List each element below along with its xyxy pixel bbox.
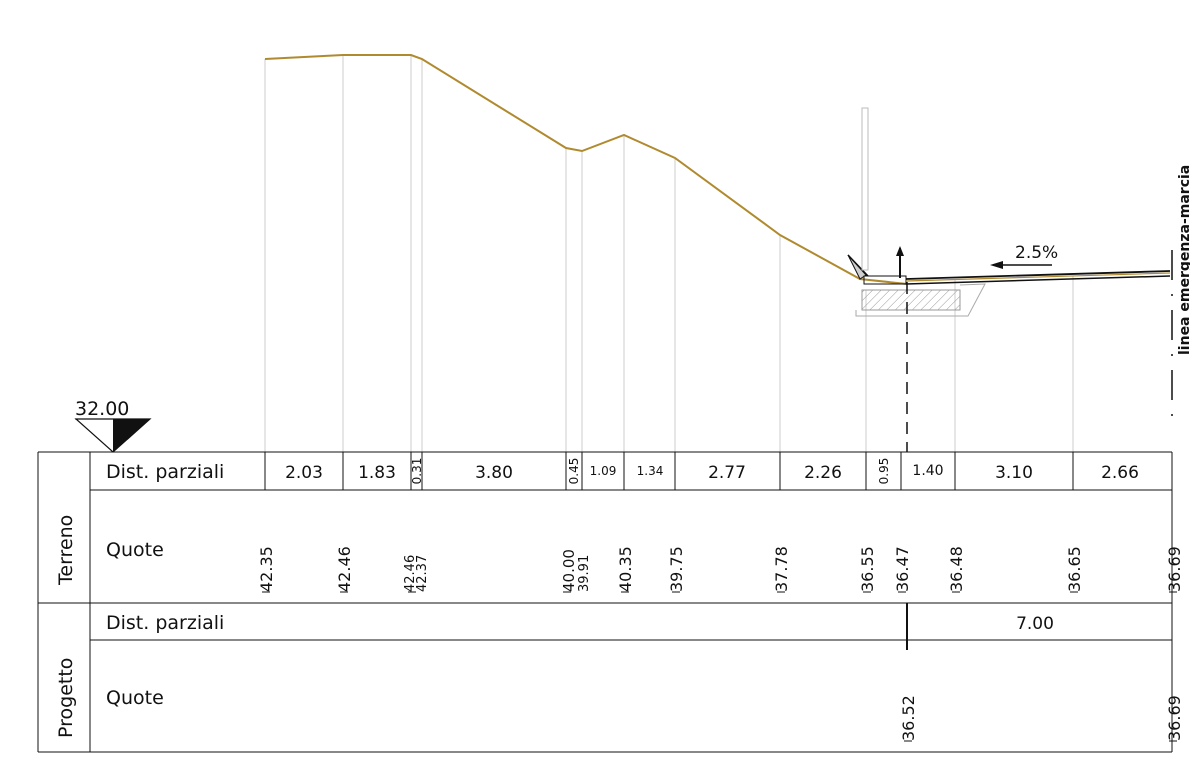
datum-marker: 32.00 — [74, 398, 152, 453]
quote-cell: 40.35 — [616, 546, 635, 592]
slope-arrow-icon — [990, 261, 1003, 269]
section-terreno-label: Terreno — [55, 515, 77, 586]
dist-cell: 2.26 — [804, 463, 842, 483]
terreno-dist-values: 2.03 1.83 0.31 3.80 0.45 1.09 1.34 2.77 … — [285, 458, 1139, 485]
quote-cell: 36.47 — [893, 546, 912, 592]
progetto-dist-label: Dist. parziali — [106, 612, 224, 634]
dist-cell: 0.45 — [567, 458, 581, 485]
dist-cell: 3.10 — [995, 463, 1033, 483]
terreno-quote-label: Quote — [106, 539, 164, 561]
table-frame — [37, 451, 1173, 753]
terreno-dist-label: Dist. parziali — [106, 461, 224, 483]
axis-marker-arrow-icon — [896, 246, 904, 256]
quote-cell: 39.75 — [667, 546, 686, 592]
barrier-post — [861, 107, 869, 271]
terreno-quote-values: 42.35 42.46 42.46 42.37 40.00 39.91 40.3… — [257, 546, 1184, 592]
quote-cell: 36.48 — [947, 546, 966, 592]
terrain-profile-line — [264, 54, 908, 285]
road-surface-top — [905, 270, 1171, 280]
quote-cell: 37.78 — [772, 546, 791, 592]
road-surface-gold — [905, 272, 1171, 282]
quote-cell: 42.37 — [415, 555, 430, 592]
dist-cell: 1.34 — [637, 464, 664, 478]
dist-cell: 2.66 — [1101, 463, 1139, 483]
slope-label: 2.5% — [1015, 243, 1058, 263]
dist-cell: 1.40 — [912, 463, 943, 479]
quote-cell: 42.46 — [403, 555, 418, 592]
section-progetto-label: Progetto — [55, 658, 77, 738]
dist-cell: 1.83 — [358, 463, 396, 483]
quote-cell: 42.46 — [335, 546, 354, 592]
dist-cell: 1.09 — [590, 464, 617, 478]
dist-cell: 2.77 — [708, 463, 746, 483]
datum-value: 32.00 — [75, 398, 129, 420]
road-surface-bottom — [905, 275, 1171, 285]
quote-cell: 42.35 — [257, 546, 276, 592]
dist-cell: 0.31 — [410, 458, 424, 485]
slope-indicator: 2.5% — [990, 243, 1058, 269]
dist-cell: 3.80 — [475, 463, 513, 483]
quote-cell: 36.55 — [858, 546, 877, 592]
lane-label: linea emergenza-marcia — [1177, 165, 1190, 355]
progetto-dist-cell: 7.00 — [1016, 614, 1054, 634]
quote-cell: 39.91 — [577, 555, 592, 592]
progetto-quote-cell: 36.69 — [1165, 695, 1184, 741]
dist-cell: 0.95 — [877, 458, 891, 485]
progetto-quote-cell: 36.52 — [899, 695, 918, 741]
quote-cell: 40.00 — [560, 549, 578, 592]
dist-cell: 2.03 — [285, 463, 323, 483]
hatched-structure — [861, 289, 961, 311]
foundation-outline — [855, 283, 986, 317]
progetto-quote-label: Quote — [106, 687, 164, 709]
vertical-guides — [264, 56, 1074, 452]
quote-cell: 36.69 — [1165, 546, 1184, 592]
quote-cell: 36.65 — [1065, 546, 1084, 592]
